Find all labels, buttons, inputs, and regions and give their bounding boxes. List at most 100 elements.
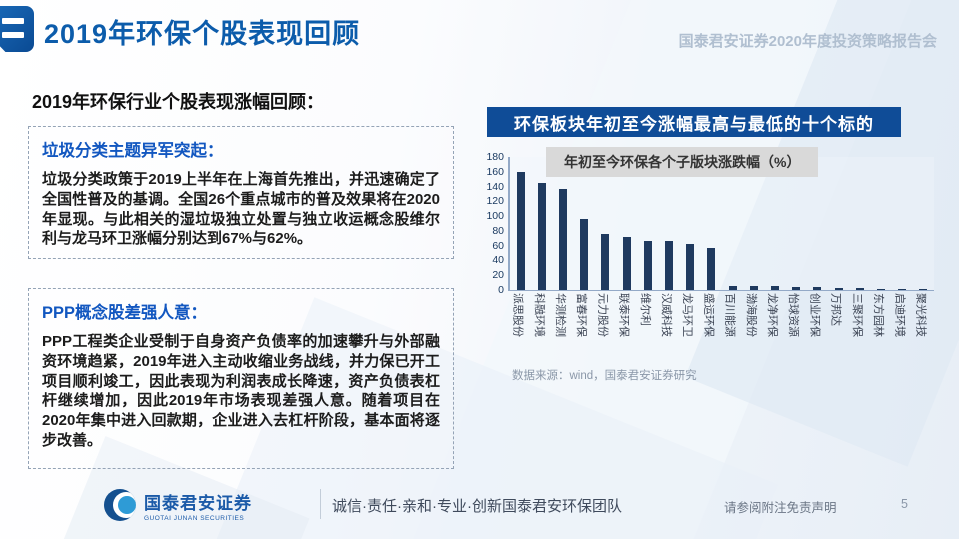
y-tick-label: 60 <box>492 239 504 252</box>
text-box-body: 垃圾分类政策于2019上半年在上海首先推出，并迅速确定了全国性普及的基调。全国2… <box>42 171 440 248</box>
x-label-slot: 三聚环保 <box>847 293 868 363</box>
page-title: 2019年环保个股表现回顾 <box>44 19 361 49</box>
x-label-slot: 怡球资源 <box>784 293 805 363</box>
bar-slot <box>595 157 616 290</box>
y-tick-label: 40 <box>492 254 504 267</box>
bar-启迪环境 <box>898 288 907 290</box>
bar-slot <box>786 157 807 290</box>
x-category-label: 聚光科技 <box>914 293 927 337</box>
x-label-slot: 启迪环境 <box>890 293 911 363</box>
bar-三聚环保 <box>855 287 864 290</box>
x-category-label: 富春环保 <box>575 293 588 337</box>
bar-slot <box>807 157 828 290</box>
bar-派思股份 <box>516 171 525 290</box>
y-tick-label: 160 <box>486 165 504 178</box>
bar-slot <box>849 157 870 290</box>
x-category-label: 启迪环境 <box>893 293 906 337</box>
x-label-slot: 万邦达 <box>826 293 847 363</box>
section-number-icon <box>0 6 34 52</box>
y-tick-label: 0 <box>498 284 504 296</box>
x-label-slot: 元力股份 <box>593 293 614 363</box>
bar-slot <box>743 157 764 290</box>
brand-block: 国泰君安证券 GUOTAI JUNAN SECURITIES <box>144 489 252 522</box>
x-category-label: 联泰环保 <box>617 293 630 337</box>
x-category-label: 万邦达 <box>829 293 842 326</box>
x-label-slot: 龙马环卫 <box>678 293 699 363</box>
bar-维尔利 <box>643 240 652 290</box>
y-tick-label: 140 <box>486 180 504 193</box>
x-category-label: 盛运环保 <box>702 293 715 337</box>
brand-name: 国泰君安证券 <box>144 494 252 513</box>
x-label-slot: 渤海股份 <box>741 293 762 363</box>
y-tick-label: 120 <box>486 195 504 208</box>
y-tick-label: 100 <box>486 210 504 223</box>
x-label-slot: 盛运环保 <box>699 293 720 363</box>
bar-龙净环保 <box>771 286 780 290</box>
x-category-label: 怡球资源 <box>787 293 800 337</box>
team-slogan: 诚信·责任·亲和·专业·创新国泰君安环保团队 <box>332 498 622 515</box>
bar-slot <box>701 157 722 290</box>
guotai-junan-logo-icon <box>104 489 136 521</box>
brand-subname: GUOTAI JUNAN SECURITIES <box>144 515 245 522</box>
bar-东方园林 <box>877 288 886 290</box>
icon-bar <box>2 18 24 24</box>
x-label-slot: 派思股份 <box>508 293 529 363</box>
x-category-label: 渤海股份 <box>744 293 757 337</box>
y-tick-label: 180 <box>486 151 504 163</box>
text-box-garbage-sorting: 垃圾分类主题异军突起： 垃圾分类政策于2019上半年在上海首先推出，并迅速确定了… <box>28 126 454 259</box>
x-category-label: 科融环境 <box>532 293 545 337</box>
x-label-slot: 创业环保 <box>805 293 826 363</box>
bar-联泰环保 <box>622 236 631 290</box>
x-label-slot: 百川能源 <box>720 293 741 363</box>
x-category-label: 创业环保 <box>808 293 821 337</box>
chart-plot <box>508 157 934 291</box>
bar-slot <box>552 157 573 290</box>
bar-slot <box>722 157 743 290</box>
x-category-label: 百川能源 <box>723 293 736 337</box>
x-category-label: 元力股份 <box>596 293 609 337</box>
bar-slot <box>892 157 913 290</box>
x-category-label: 三聚环保 <box>850 293 863 337</box>
x-category-label: 华测检测 <box>554 293 566 337</box>
bar-slot <box>828 157 849 290</box>
bar-怡球资源 <box>792 287 801 290</box>
text-box-ppp-stocks: PPP概念股差强人意： PPP工程类企业受制于自身资产负债率的加速攀升与外部融资… <box>28 288 454 469</box>
footer-divider <box>320 489 321 519</box>
x-label-slot: 富春环保 <box>572 293 593 363</box>
x-label-slot: 华测检测 <box>550 293 571 363</box>
x-category-label: 龙马环卫 <box>681 293 694 337</box>
x-category-label: 维尔利 <box>638 293 651 326</box>
text-box-body: PPP工程类企业受制于自身资产负债率的加速攀升与外部融资环境趋紧，2019年进入… <box>42 333 440 449</box>
x-label-slot: 科融环境 <box>529 293 550 363</box>
bar-百川能源 <box>728 285 737 290</box>
left-section-heading: 2019年环保行业个股表现涨幅回顾： <box>32 92 325 112</box>
y-tick-label: 80 <box>492 224 504 237</box>
report-subtitle: 国泰君安证券2020年度投资策略报告会 <box>678 33 937 50</box>
bar-slot <box>680 157 701 290</box>
data-source-note: 数据来源：wind，国泰君安证券研究 <box>512 370 697 382</box>
bar-slot <box>764 157 785 290</box>
bar-元力股份 <box>601 233 610 290</box>
x-label-slot: 汉威科技 <box>656 293 677 363</box>
bar-汉威科技 <box>665 241 674 290</box>
text-box-title: 垃圾分类主题异军突起： <box>42 142 224 160</box>
x-category-label: 汉威科技 <box>660 293 673 337</box>
bar-slot <box>870 157 891 290</box>
bar-科融环境 <box>537 182 546 290</box>
logo-core <box>118 496 136 514</box>
bar-slot <box>658 157 679 290</box>
x-category-label: 东方园林 <box>872 293 885 337</box>
x-category-label: 派思股份 <box>511 293 524 337</box>
bar-富春环保 <box>580 219 589 290</box>
page-number: 5 <box>901 497 908 511</box>
x-label-slot: 东方园林 <box>868 293 889 363</box>
chart-title: 年初至今环保各个子版块涨跌幅（%） <box>546 147 819 177</box>
bar-龙马环卫 <box>686 244 695 290</box>
bar-渤海股份 <box>749 286 758 290</box>
x-label-slot: 维尔利 <box>635 293 656 363</box>
footer: 国泰君安证券 GUOTAI JUNAN SECURITIES 诚信·责任·亲和·… <box>0 483 959 539</box>
bar-slot <box>637 157 658 290</box>
x-label-slot: 聚光科技 <box>911 293 932 363</box>
bar-万邦达 <box>834 287 843 290</box>
